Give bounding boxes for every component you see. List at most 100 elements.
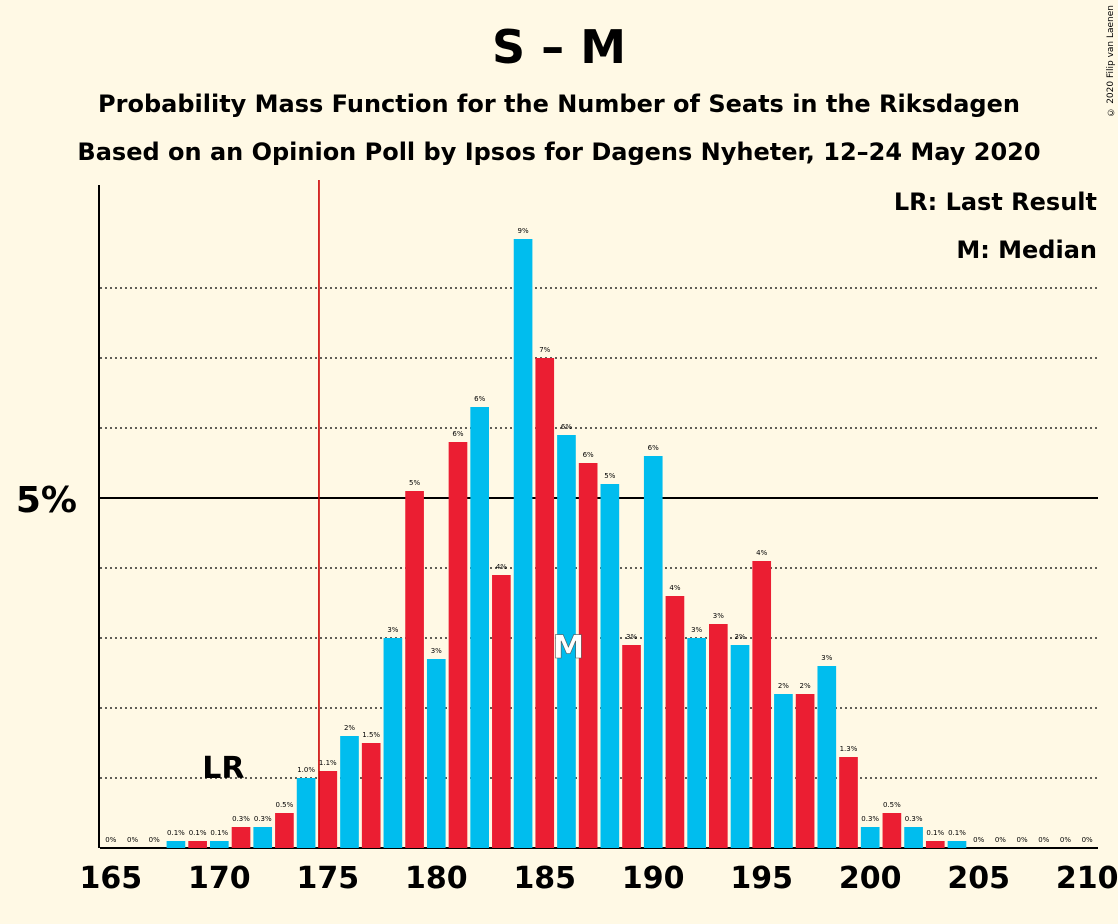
x-tick-label: 170 <box>188 861 251 896</box>
bar <box>708 624 728 848</box>
data-label: 3% <box>713 612 724 620</box>
bar <box>513 239 533 848</box>
data-label: 4% <box>496 563 507 571</box>
data-label: 0.1% <box>189 829 207 837</box>
data-label: 2% <box>778 682 789 690</box>
data-label: 5% <box>409 479 420 487</box>
median-marker: M <box>553 628 585 666</box>
data-label: 0% <box>1082 836 1093 844</box>
bar <box>405 491 424 848</box>
legend-median: M: Median <box>956 236 1097 264</box>
legend-last-result: LR: Last Result <box>894 188 1097 216</box>
bar <box>795 694 815 848</box>
data-label: 3% <box>734 633 745 641</box>
bar <box>492 575 511 848</box>
x-tick-label: 210 <box>1056 861 1118 896</box>
bar <box>340 736 359 848</box>
data-label: 0.3% <box>254 815 272 823</box>
data-label: 0% <box>1017 836 1028 844</box>
data-label: 6% <box>561 423 572 431</box>
data-label: 0.3% <box>905 815 923 823</box>
data-label: 0.5% <box>276 801 294 809</box>
data-label: 6% <box>583 451 594 459</box>
x-tick-label: 195 <box>730 861 793 896</box>
data-label: 0.1% <box>948 829 966 837</box>
data-label: 0.1% <box>210 829 228 837</box>
data-label: 9% <box>518 227 529 235</box>
x-tick-label: 190 <box>622 861 685 896</box>
data-label: 6% <box>452 430 463 438</box>
data-label: 3% <box>626 633 637 641</box>
bar <box>535 358 555 848</box>
bar <box>361 743 381 848</box>
x-tick-label: 185 <box>513 861 576 896</box>
bar <box>925 841 945 848</box>
bar <box>426 659 446 848</box>
bar <box>600 484 620 848</box>
bar <box>578 463 598 848</box>
bar <box>470 407 490 848</box>
chart-subtitle: Probability Mass Function for the Number… <box>98 90 1020 118</box>
data-label: 0% <box>1060 836 1071 844</box>
x-tick-label: 200 <box>839 861 902 896</box>
bar <box>296 778 316 848</box>
bar <box>643 456 663 848</box>
bar <box>839 757 858 848</box>
bar <box>622 645 641 848</box>
data-label: 0% <box>995 836 1006 844</box>
bar <box>275 813 294 848</box>
data-label: 1.3% <box>840 745 858 753</box>
bar <box>231 827 251 848</box>
data-label: 1.1% <box>319 759 337 767</box>
bar <box>166 841 186 848</box>
bar <box>383 638 403 848</box>
data-label: 0% <box>127 836 138 844</box>
data-label: 0% <box>1038 836 1049 844</box>
data-label: 7% <box>539 346 550 354</box>
data-label: 0.5% <box>883 801 901 809</box>
bar <box>253 827 273 848</box>
data-label: 4% <box>669 584 680 592</box>
bar <box>318 771 338 848</box>
bar <box>730 645 750 848</box>
data-label: 3% <box>691 626 702 634</box>
x-tick-label: 180 <box>405 861 468 896</box>
chart-subtitle-poll: Based on an Opinion Poll by Ipsos for Da… <box>77 138 1041 166</box>
bar <box>687 638 706 848</box>
x-tick-label: 205 <box>947 861 1010 896</box>
bar <box>209 841 229 848</box>
chart-title: S – M <box>492 20 626 74</box>
data-label: 4% <box>756 549 767 557</box>
bar <box>860 827 880 848</box>
bar <box>882 813 902 848</box>
last-result-marker: LR <box>202 751 244 786</box>
y-tick-label: 5% <box>16 480 77 521</box>
data-label: 1.5% <box>362 731 380 739</box>
data-label: 0.3% <box>232 815 250 823</box>
x-tick-label: 165 <box>80 861 143 896</box>
bar <box>665 596 685 848</box>
data-label: 0.1% <box>167 829 185 837</box>
data-label: 0% <box>973 836 984 844</box>
data-label: 6% <box>474 395 485 403</box>
bar <box>448 442 468 848</box>
data-label: 2% <box>344 724 355 732</box>
bar <box>904 827 923 848</box>
data-label: 0.1% <box>926 829 944 837</box>
bar <box>752 561 772 848</box>
data-label: 6% <box>648 444 659 452</box>
bar <box>774 694 793 848</box>
data-label: 3% <box>821 654 832 662</box>
data-label: 3% <box>387 626 398 634</box>
bar <box>947 841 967 848</box>
bar <box>188 841 207 848</box>
bar <box>817 666 837 848</box>
data-label: 0% <box>149 836 160 844</box>
data-label: 1.0% <box>297 766 315 774</box>
data-label: 2% <box>800 682 811 690</box>
data-label: 5% <box>604 472 615 480</box>
bar <box>557 435 576 848</box>
x-tick-label: 175 <box>296 861 359 896</box>
data-label: 3% <box>431 647 442 655</box>
